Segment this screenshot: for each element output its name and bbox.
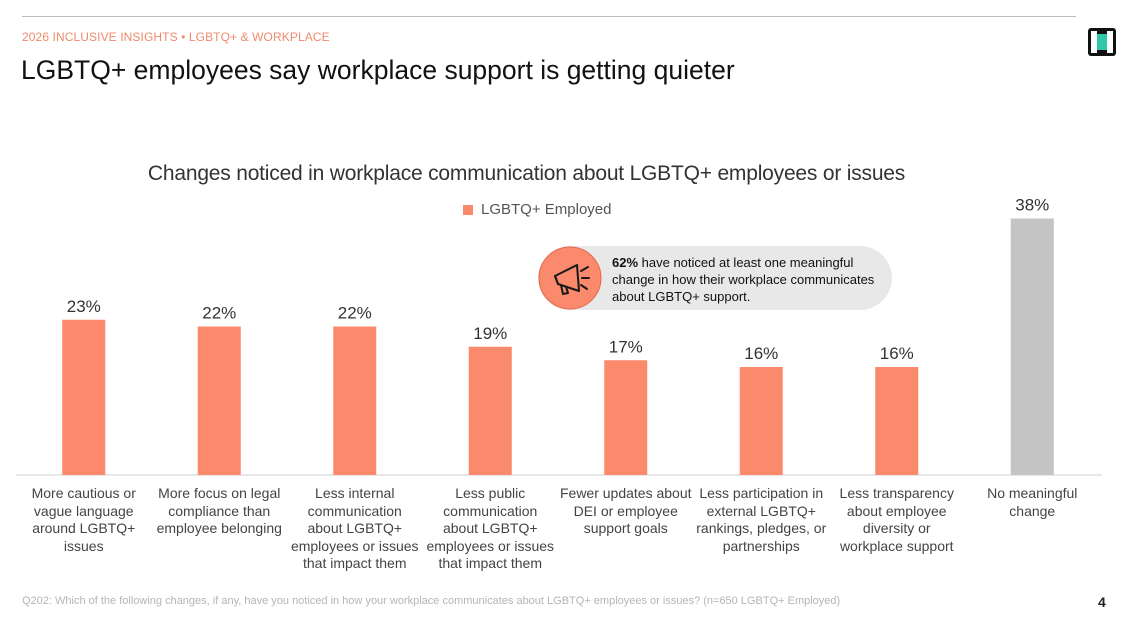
category-label-line: issues xyxy=(63,537,104,554)
top-divider xyxy=(22,16,1076,17)
category-label-line: support goals xyxy=(583,520,668,536)
category-label-line: about LGBTQ+ xyxy=(442,520,538,536)
data-label-8: 38% xyxy=(1015,196,1049,215)
bar-6 xyxy=(739,367,783,475)
category-label-line: More focus on legal xyxy=(158,485,281,501)
bar-3 xyxy=(333,326,377,475)
callout-highlight: 62% xyxy=(612,255,639,270)
survey-footnote: Q202: Which of the following changes, if… xyxy=(22,595,841,607)
category-label-line: diversity or xyxy=(862,520,931,536)
category-label-line: DEI or employee xyxy=(573,502,678,519)
data-label-1: 23% xyxy=(67,297,101,316)
chart-legend: LGBTQ+ Employed xyxy=(463,201,611,218)
category-label-3: Less internal communication about LGBTQ+ em… xyxy=(285,485,425,573)
category-label-4: Less public communication about LGBTQ+ empl… xyxy=(420,485,560,573)
category-label-line: Less public xyxy=(455,485,526,501)
callout-text: 62% have noticed at least one meaningful… xyxy=(612,254,887,305)
data-label-4: 19% xyxy=(473,324,507,343)
category-label-line: Less participation in xyxy=(699,485,824,501)
page-number: 4 xyxy=(1098,594,1106,610)
category-label-line: workplace support xyxy=(839,537,954,554)
category-label-line: partnerships xyxy=(722,537,800,554)
category-label-line: Less transparency xyxy=(839,485,954,501)
bar-4 xyxy=(468,346,512,475)
category-label-line: Less internal xyxy=(315,485,395,501)
category-label-line: change xyxy=(1009,502,1056,519)
category-label-7: Less transparency about employee diversity… xyxy=(827,485,967,555)
category-label-line: Fewer updates about xyxy=(559,485,692,501)
chart-title: Changes noticed in workplace communicati… xyxy=(147,162,906,185)
category-label-8: No meaningful change xyxy=(962,485,1102,520)
category-label-line: vague language xyxy=(33,502,134,519)
bar-5 xyxy=(604,360,648,475)
category-label-line: compliance than xyxy=(168,502,271,519)
data-label-3: 22% xyxy=(338,304,372,323)
category-label-line: external LGBTQ+ xyxy=(706,502,816,519)
legend-swatch xyxy=(463,204,473,215)
category-label-line: employees or issues xyxy=(290,537,419,554)
category-label-line: that impact them xyxy=(303,555,407,571)
report-eyebrow: 2026 INCLUSIVE INSIGHTS • LGBTQ+ & WORKP… xyxy=(22,30,330,44)
category-label-line: communication xyxy=(443,502,538,519)
category-label-line: about employee xyxy=(846,502,947,519)
category-label-line: rankings, pledges, or xyxy=(696,520,827,536)
category-label-2: More focus on legal compliance than employ… xyxy=(149,485,289,538)
category-label-1: More cautious or vague language around LGB… xyxy=(14,485,154,555)
bar-8 xyxy=(1010,218,1054,475)
category-label-line: that impact them xyxy=(438,555,543,571)
category-label-line: More cautious or xyxy=(31,485,136,501)
callout-body: have noticed at least one meaningful cha… xyxy=(612,255,875,304)
bar-2 xyxy=(197,326,241,475)
data-label-6: 16% xyxy=(744,344,778,363)
category-label-line: No meaningful xyxy=(987,485,1078,501)
page-title: LGBTQ+ employees say workplace support i… xyxy=(21,55,735,85)
bar-7 xyxy=(875,367,919,475)
category-label-line: employee belonging xyxy=(156,520,282,536)
category-label-line: employees or issues xyxy=(426,537,555,554)
insight-callout: 62% have noticed at least one meaningful… xyxy=(538,246,892,310)
data-label-7: 16% xyxy=(880,344,914,363)
data-label-5: 17% xyxy=(609,337,643,356)
data-label-2: 22% xyxy=(202,304,236,323)
bar-1 xyxy=(62,319,106,475)
category-label-line: around LGBTQ+ xyxy=(32,520,136,536)
legend-label: LGBTQ+ Employed xyxy=(481,201,612,218)
category-label-line: communication xyxy=(307,502,402,519)
brand-logo-icon xyxy=(1088,28,1116,56)
category-label-6: Less participation in external LGBTQ+ rank… xyxy=(691,485,831,555)
category-label-line: about LGBTQ+ xyxy=(307,520,403,536)
category-label-5: Fewer updates about DEI or employee suppor… xyxy=(556,485,696,538)
megaphone-icon xyxy=(538,246,602,310)
